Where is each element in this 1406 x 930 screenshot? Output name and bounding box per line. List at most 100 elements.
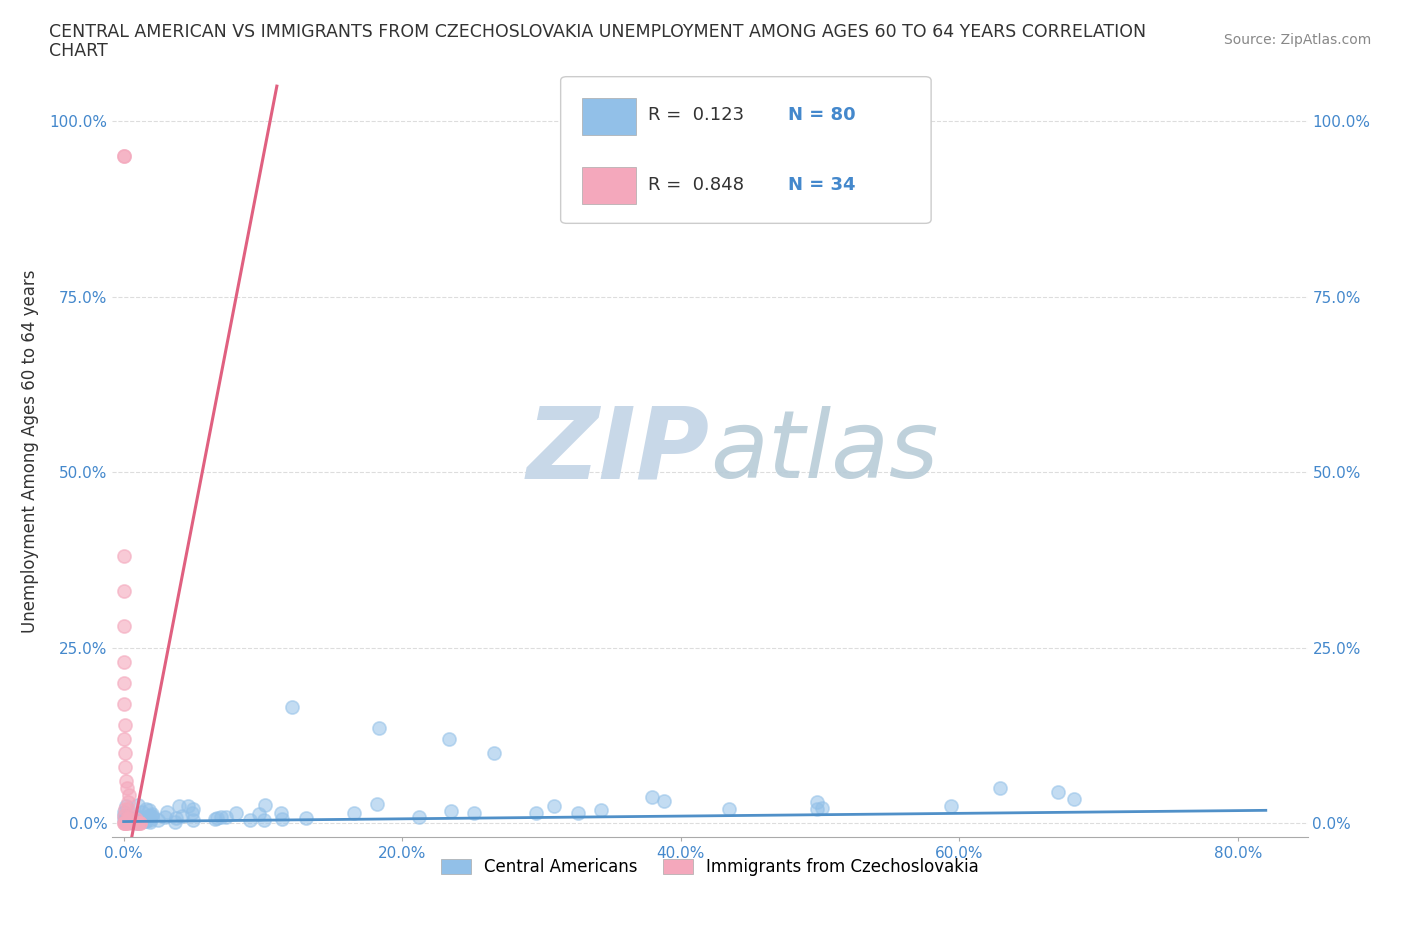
Point [129,809,152,824]
Point [343,805,366,820]
Point [131,804,153,819]
Point [112,804,135,819]
Point [204,812,226,827]
Point [121,815,143,830]
Point [128,816,150,830]
Point [591,803,613,817]
Point [129,816,152,830]
Point [112,149,135,164]
Point [988,780,1011,795]
Legend: Central Americans, Immigrants from Czechoslovakia: Central Americans, Immigrants from Czech… [434,851,986,883]
Point [118,812,141,827]
Point [440,804,463,819]
Point [366,797,388,812]
Point [114,812,136,827]
Point [118,816,141,830]
Text: R =  0.848: R = 0.848 [648,176,744,193]
Point [112,816,135,830]
Point [127,816,149,830]
Point [270,805,292,820]
Text: atlas: atlas [710,405,938,497]
Text: CENTRAL AMERICAN VS IMMIGRANTS FROM CZECHOSLOVAKIA UNEMPLOYMENT AMONG AGES 60 TO: CENTRAL AMERICAN VS IMMIGRANTS FROM CZEC… [49,23,1146,41]
Point [941,799,963,814]
Point [127,815,149,830]
Point [125,815,148,830]
Point [127,797,149,812]
Point [247,806,270,821]
Point [806,795,828,810]
Point [129,813,152,828]
Point [165,811,187,826]
FancyBboxPatch shape [561,76,931,223]
Point [153,810,176,825]
Point [524,805,547,820]
Point [118,808,141,823]
Point [134,814,156,829]
Point [115,774,138,789]
Point [214,810,236,825]
Point [115,799,138,814]
Point [253,812,276,827]
Point [112,731,135,746]
Point [209,809,232,824]
Point [141,806,163,821]
Point [112,816,135,830]
Point [114,802,136,817]
Point [482,745,505,760]
Point [718,802,741,817]
Point [115,816,138,830]
Point [112,697,135,711]
Point [135,809,157,824]
Point [180,805,202,820]
Point [254,798,277,813]
Text: Source: ZipAtlas.com: Source: ZipAtlas.com [1223,33,1371,46]
Point [148,813,170,828]
Point [127,816,149,830]
Point [120,815,142,830]
Point [811,800,834,815]
Point [139,813,162,828]
Point [135,813,157,828]
Point [115,780,138,795]
Point [117,794,139,809]
Point [115,816,138,830]
Point [138,808,160,823]
Point [437,731,460,746]
Point [543,798,565,813]
Point [112,812,135,827]
Point [125,810,148,825]
Point [141,808,163,823]
Point [114,760,136,775]
Point [132,811,155,826]
Point [112,675,135,690]
Point [368,721,391,736]
Point [271,811,294,826]
Point [112,619,135,634]
Text: N = 34: N = 34 [787,176,855,193]
Point [1047,785,1070,800]
Text: R =  0.123: R = 0.123 [648,106,744,125]
Point [112,149,135,164]
Point [117,808,139,823]
Point [463,805,485,820]
Point [652,794,675,809]
Point [117,802,139,817]
Point [125,812,148,827]
Point [131,811,153,826]
Point [112,549,135,564]
Point [114,745,136,760]
Point [567,805,589,820]
Y-axis label: Unemployment Among Ages 60 to 64 years: Unemployment Among Ages 60 to 64 years [21,270,38,632]
Point [114,816,136,830]
Point [139,815,162,830]
Point [205,811,228,826]
Point [114,808,136,823]
Point [117,812,139,827]
Bar [582,167,636,204]
Point [183,813,205,828]
Point [1063,791,1085,806]
Point [163,815,186,830]
Text: CHART: CHART [49,42,108,60]
Point [118,788,141,803]
Point [155,804,177,819]
